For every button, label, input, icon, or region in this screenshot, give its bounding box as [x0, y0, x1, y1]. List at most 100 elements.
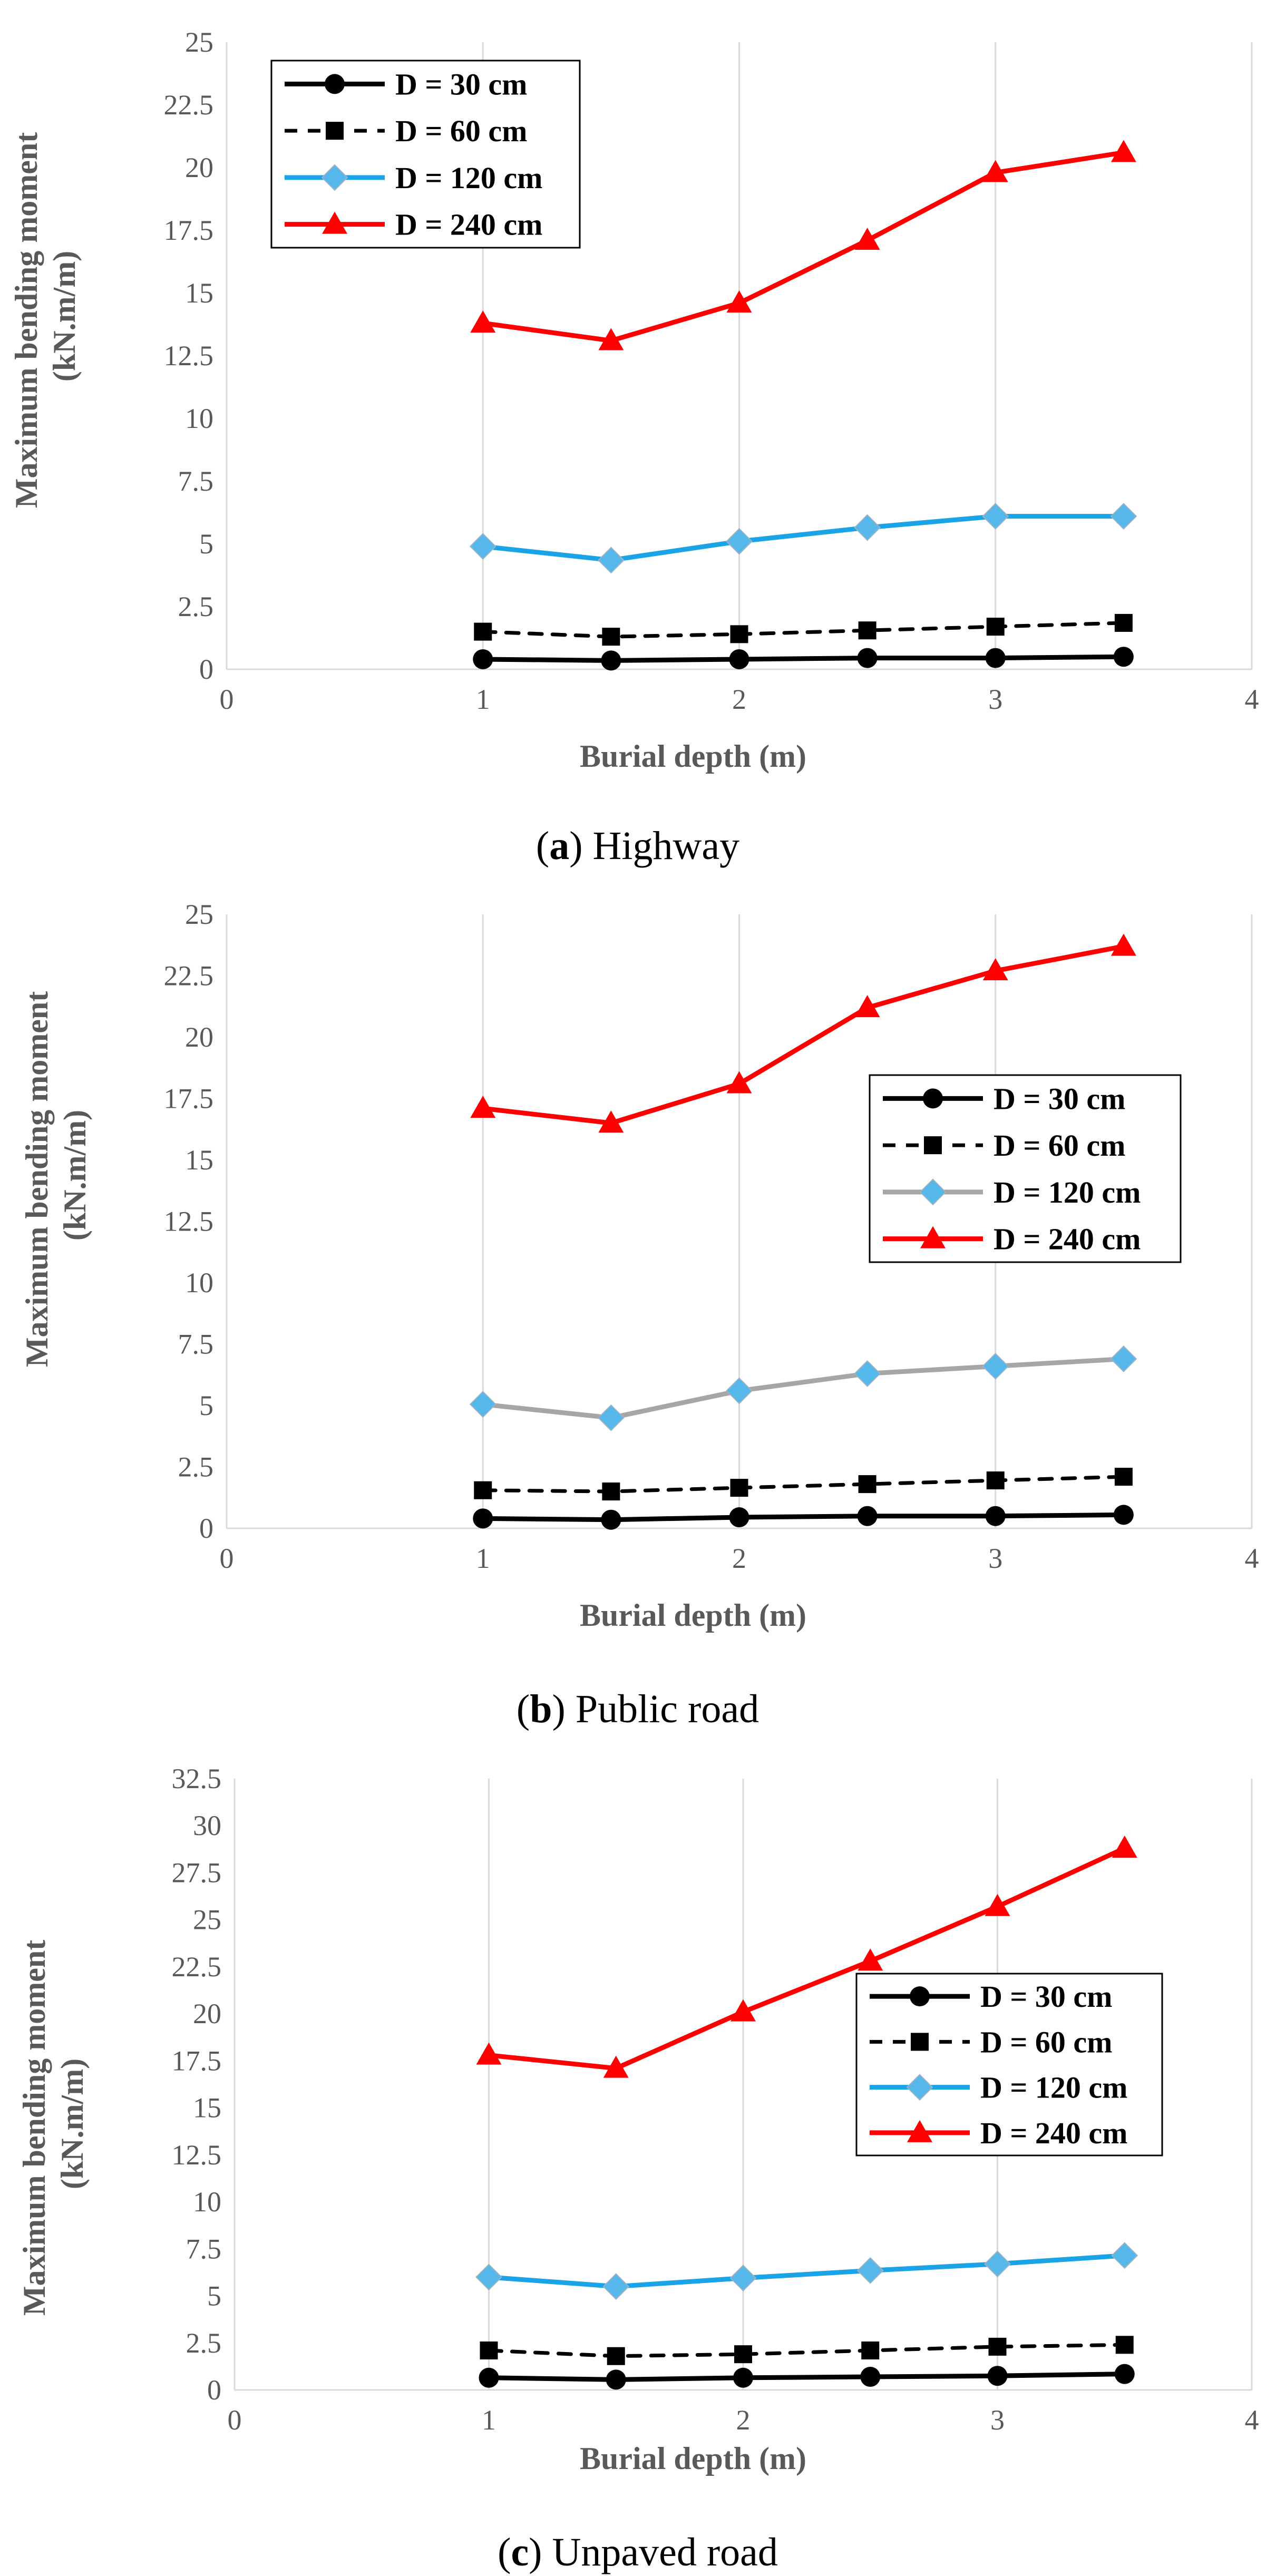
data-point: [476, 2042, 502, 2065]
x-axis-title: Burial depth (m): [580, 1598, 806, 1633]
chart-panel-highway: 0 1 2 3 4 0 2.5 5 7.5 10 12.5 15 17.5 20 22.5 25 Maximu…: [9, 26, 1259, 868]
y-tick-label: 32.5: [172, 1763, 222, 1794]
y-tick-label: 25: [185, 26, 213, 58]
legend-marker: [923, 1088, 943, 1109]
data-point: [986, 618, 1005, 636]
data-point: [858, 621, 876, 640]
data-point: [982, 958, 1008, 981]
y-tick-label: 22.5: [172, 1951, 222, 1983]
data-point: [982, 160, 1008, 182]
data-point: [1111, 933, 1136, 956]
y-tick-label: 7.5: [178, 1329, 214, 1360]
y-tick-label: 7.5: [178, 465, 214, 497]
data-point: [1112, 1836, 1137, 1858]
series-d-120-cm: [475, 2242, 1138, 2300]
data-point: [734, 2345, 752, 2364]
data-point: [469, 1391, 496, 1418]
data-point: [854, 995, 880, 1018]
y-tick-label: 2.5: [178, 591, 214, 622]
data-point: [985, 1894, 1010, 1916]
data-point: [602, 2273, 630, 2300]
legend-box: [869, 1074, 1182, 1263]
legend-marker: [920, 1226, 946, 1248]
legend: D = 30 cm D = 60 cm D = 120 cm D = 240 cm: [270, 60, 581, 249]
legend-item-d-30-cm: D = 30 cm: [870, 1979, 1113, 2014]
x-tick-label: 4: [1245, 684, 1259, 715]
data-point: [729, 1507, 749, 1528]
data-point: [729, 649, 749, 669]
data-point: [858, 1475, 876, 1494]
legend-label: D = 30 cm: [980, 1979, 1113, 2014]
legend-label: D = 120 cm: [993, 1175, 1141, 1209]
caption: (a) Highway: [536, 824, 739, 868]
legend-item-d-60-cm: D = 60 cm: [883, 1128, 1126, 1163]
data-point: [982, 1353, 1009, 1380]
data-point: [730, 1999, 756, 2022]
legend-item-d-120-cm: D = 120 cm: [870, 2071, 1128, 2105]
series-line: [480, 654, 1126, 663]
x-tick-label: 1: [476, 1543, 490, 1574]
legend-item-d-120-cm: D = 120 cm: [883, 1175, 1141, 1209]
y-tick-label: 5: [199, 1390, 213, 1421]
data-point: [601, 650, 621, 671]
y-tick-label: 15: [185, 1144, 213, 1176]
series-line: [481, 1475, 1126, 1494]
data-point: [597, 547, 625, 574]
y-tick-label: 10: [185, 403, 213, 434]
data-point: [988, 2337, 1007, 2356]
x-tick-label: 0: [220, 1543, 234, 1574]
legend-item-d-120-cm: D = 120 cm: [285, 161, 543, 195]
y-tick-label: 0: [199, 653, 213, 685]
x-tick-label: 2: [732, 1543, 746, 1574]
data-point: [1113, 647, 1134, 667]
y-axis-title-line2: (kN.m/m): [47, 251, 82, 382]
y-tick-label: 20: [193, 1998, 221, 2029]
x-tick-label: 2: [732, 684, 746, 715]
data-point: [1115, 2336, 1134, 2354]
y-tick-label: 22.5: [164, 960, 214, 992]
legend-label: D = 60 cm: [395, 114, 528, 148]
data-point: [985, 1506, 1006, 1526]
data-point: [1110, 1345, 1137, 1372]
y-tick-label: 17.5: [164, 214, 214, 246]
data-point: [726, 1071, 752, 1094]
legend-item-d-30-cm: D = 30 cm: [285, 67, 528, 101]
y-tick-label: 17.5: [172, 2045, 222, 2076]
legend-marker: [906, 2074, 933, 2101]
data-point: [602, 628, 620, 646]
y-tick-label: 7.5: [186, 2233, 222, 2265]
legend-label: D = 30 cm: [395, 67, 528, 101]
data-point: [984, 2250, 1011, 2278]
y-axis-title: Maximum bending moment (kN.m/m): [17, 1932, 90, 2316]
data-point: [601, 1509, 621, 1530]
y-tick-label: 15: [185, 277, 213, 309]
x-tick-label: 1: [476, 684, 490, 715]
legend-marker: [322, 211, 347, 234]
legend-item-d-240-cm: D = 240 cm: [285, 208, 543, 242]
series-line: [486, 1846, 1127, 2071]
legend-label: D = 120 cm: [395, 161, 543, 195]
data-point: [1111, 140, 1136, 162]
x-tick-label: 0: [220, 684, 234, 715]
y-tick-label: 10: [185, 1267, 213, 1299]
y-tick-label: 15: [193, 2092, 221, 2124]
legend-marker: [325, 74, 345, 94]
y-tick-label: 0: [207, 2374, 221, 2406]
data-point: [987, 2366, 1008, 2386]
data-point: [603, 2055, 629, 2078]
x-tick-label: 3: [988, 684, 1002, 715]
legend-marker: [326, 122, 344, 140]
y-tick-label: 22.5: [164, 89, 214, 121]
data-point: [861, 2341, 880, 2360]
y-tick-label: 25: [193, 1904, 221, 1936]
data-point: [598, 1110, 624, 1133]
data-point: [854, 514, 881, 541]
data-point: [733, 2367, 753, 2388]
legend-label: D = 30 cm: [993, 1081, 1126, 1116]
data-point: [1111, 2242, 1138, 2269]
series-d-240-cm: [470, 933, 1136, 1133]
x-tick-label: 2: [736, 2404, 751, 2436]
data-point: [473, 1508, 493, 1529]
data-point: [860, 2367, 881, 2387]
